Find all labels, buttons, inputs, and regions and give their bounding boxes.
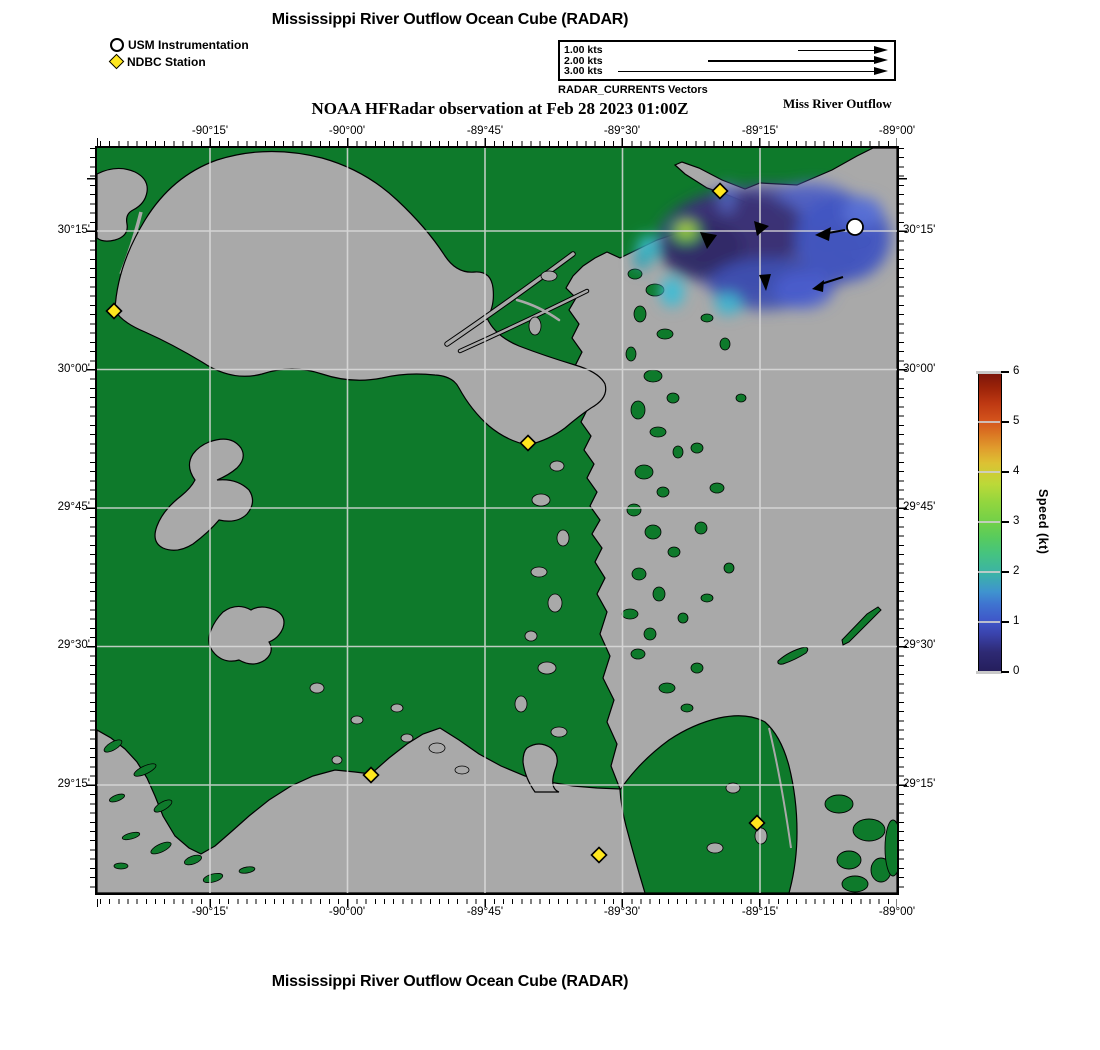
vector-arrow-shaft [798, 49, 876, 51]
ndbc-legend-label: NDBC Station [127, 54, 206, 69]
marker-legend: USM Instrumentation NDBC Station [108, 36, 249, 70]
colorbar-cap [976, 371, 1002, 374]
y-axis-label: 29°45' [57, 501, 90, 513]
x-axis-label: -89°15' [741, 125, 779, 137]
colorbar-gridline [978, 421, 1000, 423]
colorbar-tick-label: 3 [1013, 515, 1020, 527]
current-vectors [700, 221, 846, 292]
water-lake-pontchartrain [114, 150, 607, 446]
x-axis-label: -89°45' [466, 906, 504, 918]
water-small-lake [208, 605, 285, 665]
x-axis-label: -89°00' [878, 906, 916, 918]
map-canvas [96, 147, 902, 894]
colorbar-tick-label: 6 [1013, 365, 1020, 377]
colorbar-tick [1001, 521, 1009, 523]
y-axis-label: 29°30' [903, 639, 936, 651]
observation-subtitle: NOAA HFRadar observation at Feb 28 2023 … [311, 99, 689, 118]
axis-ticks-top-major [97, 138, 897, 146]
colorbar-gridline [978, 571, 1000, 573]
ndbc-station-marker [105, 302, 123, 320]
water-rigolets-channels [444, 251, 590, 354]
marsh-cluster-se [824, 794, 902, 893]
y-axis-label: 29°45' [903, 501, 936, 513]
colorbar-gridline [978, 471, 1000, 473]
usm-circle-icon [110, 37, 124, 52]
speed-colorbar [978, 372, 1002, 674]
legend-row-ndbc: NDBC Station [108, 53, 249, 70]
vector-arrowhead-icon [874, 45, 888, 54]
radar-speed-field [634, 182, 891, 315]
usm-legend-label: USM Instrumentation [128, 37, 249, 52]
bottom-title: Mississippi River Outflow Ocean Cube (RA… [271, 973, 629, 990]
vector-key-caption: RADAR_CURRENTS Vectors [558, 84, 708, 96]
x-axis-label: -90°15' [191, 125, 229, 137]
x-axis-label: -90°15' [191, 906, 229, 918]
vector-arrowhead-icon [874, 56, 888, 64]
island-breton-1 [841, 606, 882, 646]
y-axis-label: 29°15' [57, 778, 90, 790]
y-axis-label: 29°30' [57, 639, 90, 651]
colorbar-gridline [978, 621, 1000, 623]
colorbar-axis-label: Speed (kt) [1036, 489, 1050, 555]
ndbc-station-marker [519, 434, 537, 452]
colorbar-tick-label: 1 [1013, 615, 1020, 627]
water-lake-salvador [154, 438, 254, 551]
y-axis-label: 30°00' [903, 363, 936, 375]
ndbc-station-marker [748, 814, 766, 832]
y-axis-label: 30°15' [57, 224, 90, 236]
colorbar-tick [1001, 571, 1009, 573]
colorbar-tick [1001, 371, 1009, 373]
axis-ticks-bottom [97, 899, 897, 904]
ndbc-station-marker [711, 182, 729, 200]
colorbar-tick-label: 2 [1013, 565, 1020, 577]
colorbar-cap [976, 671, 1002, 674]
marsh-water-pockets [309, 270, 570, 775]
x-axis-label: -90°00' [328, 906, 366, 918]
x-axis-label: -89°15' [741, 906, 779, 918]
map-frame [95, 146, 902, 895]
x-axis-label: -89°30' [603, 125, 641, 137]
outflow-region-label: Miss River Outflow [783, 96, 892, 111]
ndbc-station-marker [362, 766, 380, 784]
graticule-gridlines [97, 148, 897, 893]
x-axis-label: -89°00' [878, 125, 916, 137]
vector-key-speed-2: 2.00 kts [564, 54, 603, 67]
island-breton-2 [777, 646, 809, 665]
y-axis-label: 30°00' [57, 363, 90, 375]
usm-instrument-marker [846, 218, 864, 236]
vector-key-speed-3: 3.00 kts [564, 65, 603, 77]
ndbc-station-marker [590, 846, 608, 864]
ndbc-diamond-icon [108, 53, 125, 70]
y-axis-label: 30°15' [903, 224, 936, 236]
y-axis-label: 29°15' [903, 778, 936, 790]
colorbar-tick [1001, 471, 1009, 473]
water-lake-maurepas [96, 167, 148, 242]
station-markers [105, 182, 864, 864]
colorbar-tick [1001, 621, 1009, 623]
x-axis-label: -89°30' [603, 906, 641, 918]
legend-row-usm: USM Instrumentation [110, 36, 249, 53]
vector-arrowhead-icon [874, 66, 888, 75]
vector-arrow-shaft [618, 70, 876, 72]
vector-arrow-shaft [708, 60, 876, 62]
colorbar-tick-label: 5 [1013, 415, 1020, 427]
land-delta [619, 715, 798, 894]
colorbar-gridline [978, 521, 1000, 523]
vector-scale-key: 1.00 kts 2.00 kts 3.00 kts [558, 40, 896, 81]
colorbar-tick [1001, 421, 1009, 423]
x-axis-label: -89°45' [466, 125, 504, 137]
vector-key-speed-1: 1.00 kts [564, 44, 603, 56]
page-title: Mississippi River Outflow Ocean Cube (RA… [271, 11, 629, 28]
marsh-islands [103, 268, 747, 884]
x-axis-label: -90°00' [328, 125, 366, 137]
colorbar-tick-label: 4 [1013, 465, 1020, 477]
colorbar-tick [1001, 671, 1009, 673]
colorbar-tick-label: 0 [1013, 665, 1020, 677]
